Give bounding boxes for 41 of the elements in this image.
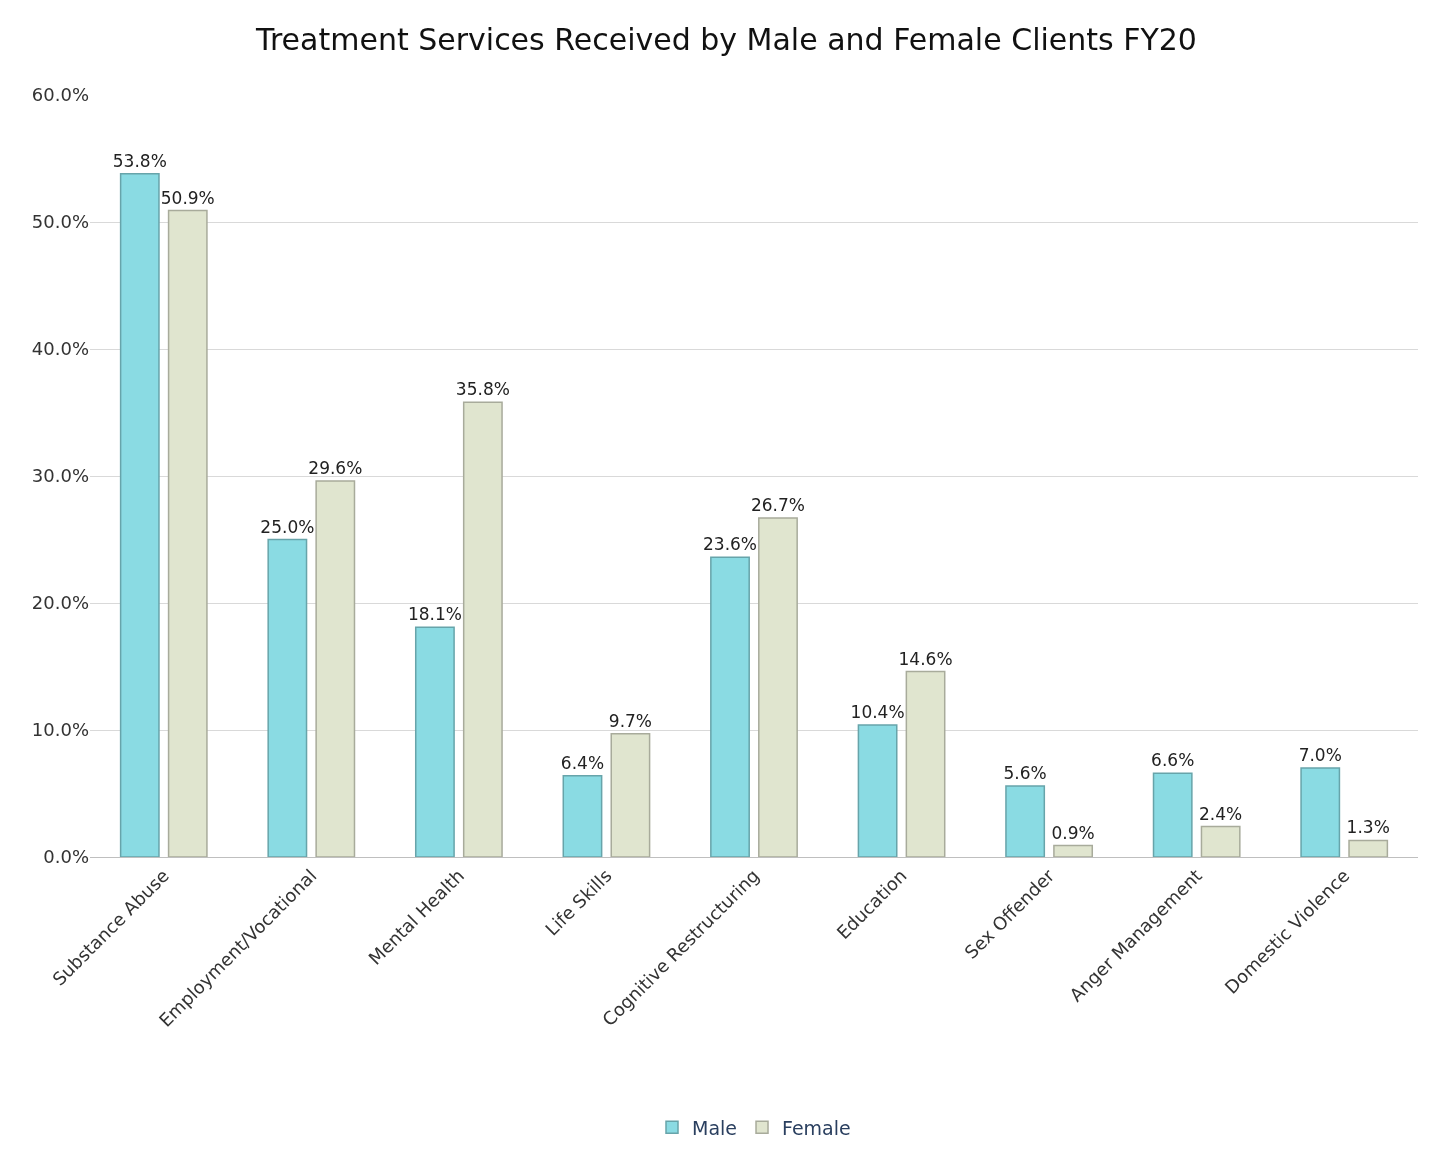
data-label: 6.4% [560,752,605,773]
bar [710,556,750,857]
legend-label: Male [692,1116,738,1139]
bar [1300,767,1341,857]
data-label: 2.4% [1199,803,1243,824]
data-label: 9.7% [608,710,653,731]
data-label: 29.6% [308,458,363,479]
y-tick-label: 0.0% [43,846,89,868]
y-tick-label: 50.0% [31,211,89,233]
legend-label: Female [782,1116,851,1139]
data-label: 26.7% [750,494,805,515]
y-tick-label: 60.0% [31,84,89,106]
chart-title: Treatment Services Received by Male and Female Clients FY20 [255,21,1197,57]
bar [562,774,603,857]
bar [119,172,160,857]
y-tick-label: 20.0% [31,592,89,614]
y-tick-label: 10.0% [31,719,89,741]
data-label: 14.6% [898,648,953,669]
data-label: 53.8% [112,150,167,171]
data-label: 1.3% [1346,817,1390,838]
bar [857,724,898,857]
data-label: 18.1% [407,604,462,625]
bar [1200,825,1241,857]
y-tick-label: 30.0% [31,465,89,487]
bar [1152,772,1193,857]
bar [1348,839,1389,857]
bar [267,538,308,857]
bar [414,626,455,857]
data-label: 10.4% [850,701,905,722]
bar [1053,844,1094,857]
data-label: 35.8% [455,379,510,400]
data-label: 7.0% [1298,745,1342,766]
data-label: 23.6% [703,534,758,555]
bar [610,733,651,857]
data-label: 0.9% [1051,822,1095,843]
data-label: 5.6% [1003,762,1047,783]
data-label: 25.0% [260,516,315,537]
bar [1005,785,1046,857]
data-label: 6.6% [1151,750,1195,771]
y-tick-label: 40.0% [31,338,89,360]
data-label: 50.9% [160,187,215,208]
